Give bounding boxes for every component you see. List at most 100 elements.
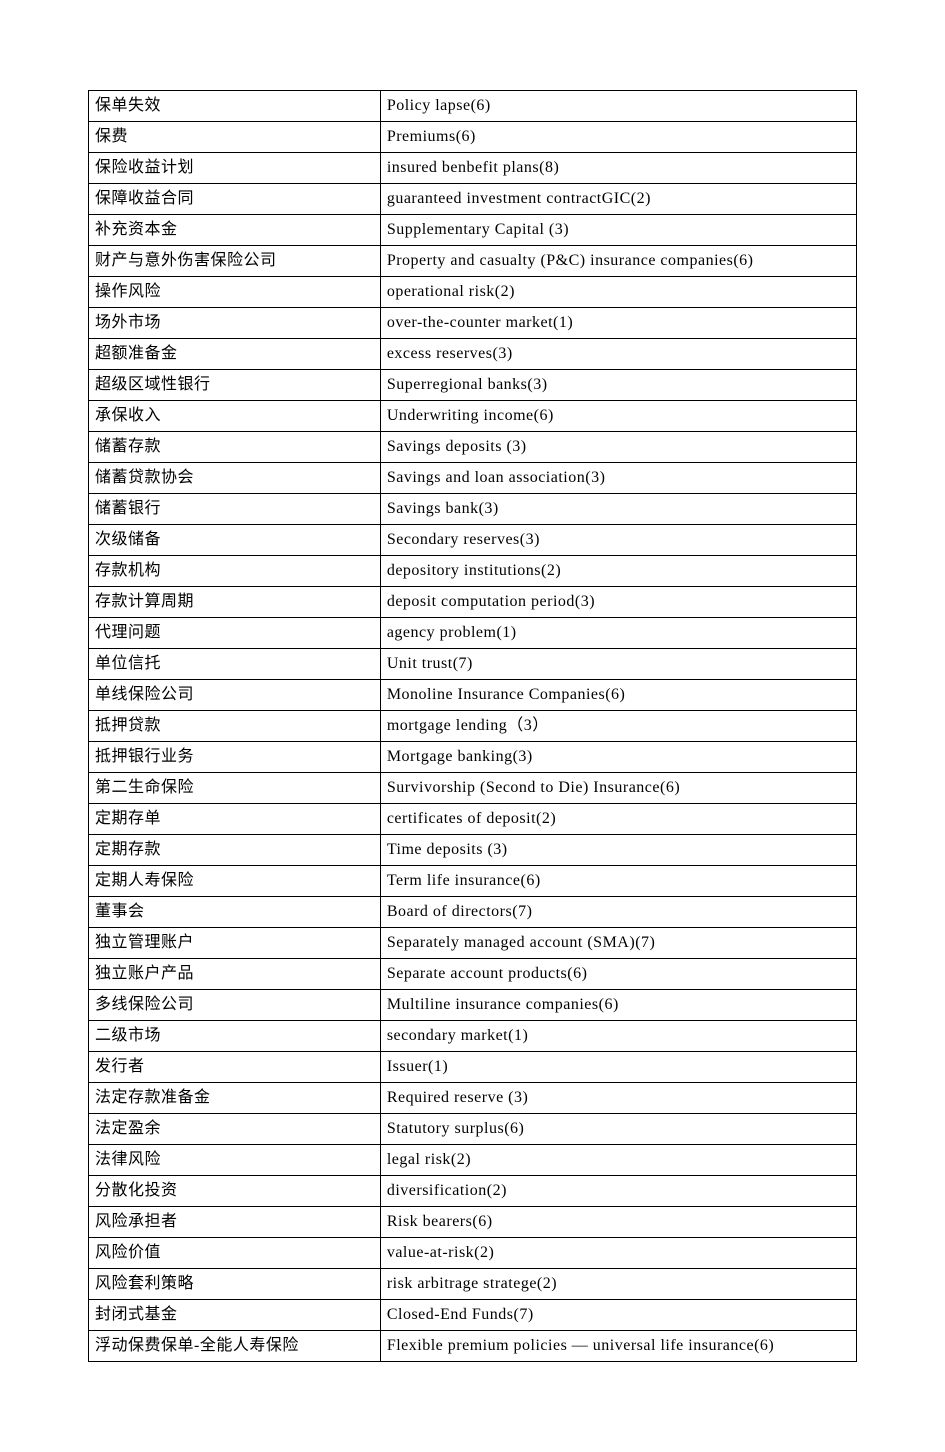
term-en: Supplementary Capital (3)	[380, 215, 856, 246]
table-row: 单位信托Unit trust(7)	[89, 649, 857, 680]
table-row: 法律风险legal risk(2)	[89, 1145, 857, 1176]
term-en: Savings and loan association(3)	[380, 463, 856, 494]
term-en: Underwriting income(6)	[380, 401, 856, 432]
term-zh: 次级储备	[89, 525, 381, 556]
term-en: Survivorship (Second to Die) Insurance(6…	[380, 773, 856, 804]
term-en: over-the-counter market(1)	[380, 308, 856, 339]
table-row: 分散化投资diversification(2)	[89, 1176, 857, 1207]
table-row: 风险承担者Risk bearers(6)	[89, 1207, 857, 1238]
term-en: mortgage lending（3）	[380, 711, 856, 742]
table-row: 代理问题agency problem(1)	[89, 618, 857, 649]
glossary-table: 保单失效Policy lapse(6)保费Premiums(6)保险收益计划in…	[88, 90, 857, 1362]
term-en: Term life insurance(6)	[380, 866, 856, 897]
term-en: Property and casualty (P&C) insurance co…	[380, 246, 856, 277]
term-en: insured benbefit plans(8)	[380, 153, 856, 184]
term-en: Mortgage banking(3)	[380, 742, 856, 773]
term-zh: 超级区域性银行	[89, 370, 381, 401]
term-zh: 承保收入	[89, 401, 381, 432]
term-en: Statutory surplus(6)	[380, 1114, 856, 1145]
table-row: 保险收益计划insured benbefit plans(8)	[89, 153, 857, 184]
term-zh: 超额准备金	[89, 339, 381, 370]
term-zh: 单位信托	[89, 649, 381, 680]
table-row: 单线保险公司Monoline Insurance Companies(6)	[89, 680, 857, 711]
table-row: 操作风险operational risk(2)	[89, 277, 857, 308]
term-zh: 发行者	[89, 1052, 381, 1083]
term-zh: 封闭式基金	[89, 1300, 381, 1331]
table-row: 超级区域性银行Superregional banks(3)	[89, 370, 857, 401]
term-zh: 风险承担者	[89, 1207, 381, 1238]
term-en: Multiline insurance companies(6)	[380, 990, 856, 1021]
term-zh: 操作风险	[89, 277, 381, 308]
term-zh: 法定存款准备金	[89, 1083, 381, 1114]
term-en: excess reserves(3)	[380, 339, 856, 370]
term-en: Time deposits (3)	[380, 835, 856, 866]
term-en: depository institutions(2)	[380, 556, 856, 587]
glossary-table-body: 保单失效Policy lapse(6)保费Premiums(6)保险收益计划in…	[89, 91, 857, 1362]
table-row: 储蓄贷款协会Savings and loan association(3)	[89, 463, 857, 494]
table-row: 保费Premiums(6)	[89, 122, 857, 153]
table-row: 抵押贷款mortgage lending（3）	[89, 711, 857, 742]
table-row: 存款机构depository institutions(2)	[89, 556, 857, 587]
term-en: Unit trust(7)	[380, 649, 856, 680]
table-row: 第二生命保险Survivorship (Second to Die) Insur…	[89, 773, 857, 804]
table-row: 封闭式基金Closed-End Funds(7)	[89, 1300, 857, 1331]
term-zh: 保单失效	[89, 91, 381, 122]
term-zh: 保险收益计划	[89, 153, 381, 184]
term-en: Superregional banks(3)	[380, 370, 856, 401]
term-en: secondary market(1)	[380, 1021, 856, 1052]
term-en: deposit computation period(3)	[380, 587, 856, 618]
table-row: 保障收益合同guaranteed investment contractGIC(…	[89, 184, 857, 215]
term-zh: 单线保险公司	[89, 680, 381, 711]
term-en: operational risk(2)	[380, 277, 856, 308]
term-zh: 董事会	[89, 897, 381, 928]
term-en: Premiums(6)	[380, 122, 856, 153]
term-zh: 补充资本金	[89, 215, 381, 246]
table-row: 超额准备金excess reserves(3)	[89, 339, 857, 370]
table-row: 财产与意外伤害保险公司Property and casualty (P&C) i…	[89, 246, 857, 277]
term-zh: 场外市场	[89, 308, 381, 339]
term-zh: 定期存款	[89, 835, 381, 866]
table-row: 法定盈余Statutory surplus(6)	[89, 1114, 857, 1145]
term-zh: 保费	[89, 122, 381, 153]
term-en: Savings bank(3)	[380, 494, 856, 525]
term-en: value-at-risk(2)	[380, 1238, 856, 1269]
table-row: 定期人寿保险Term life insurance(6)	[89, 866, 857, 897]
term-zh: 储蓄存款	[89, 432, 381, 463]
term-zh: 浮动保费保单-全能人寿保险	[89, 1331, 381, 1362]
term-zh: 独立账户产品	[89, 959, 381, 990]
term-en: Policy lapse(6)	[380, 91, 856, 122]
table-row: 承保收入Underwriting income(6)	[89, 401, 857, 432]
term-zh: 保障收益合同	[89, 184, 381, 215]
table-row: 二级市场secondary market(1)	[89, 1021, 857, 1052]
term-zh: 定期存单	[89, 804, 381, 835]
term-en: Required reserve (3)	[380, 1083, 856, 1114]
term-en: Risk bearers(6)	[380, 1207, 856, 1238]
term-en: legal risk(2)	[380, 1145, 856, 1176]
table-row: 场外市场over-the-counter market(1)	[89, 308, 857, 339]
table-row: 法定存款准备金Required reserve (3)	[89, 1083, 857, 1114]
term-en: Secondary reserves(3)	[380, 525, 856, 556]
term-zh: 第二生命保险	[89, 773, 381, 804]
term-en: Flexible premium policies — universal li…	[380, 1331, 856, 1362]
term-en: Savings deposits (3)	[380, 432, 856, 463]
term-zh: 抵押银行业务	[89, 742, 381, 773]
table-row: 补充资本金Supplementary Capital (3)	[89, 215, 857, 246]
term-zh: 存款计算周期	[89, 587, 381, 618]
table-row: 抵押银行业务Mortgage banking(3)	[89, 742, 857, 773]
table-row: 发行者Issuer(1)	[89, 1052, 857, 1083]
term-zh: 存款机构	[89, 556, 381, 587]
term-zh: 定期人寿保险	[89, 866, 381, 897]
term-zh: 二级市场	[89, 1021, 381, 1052]
term-zh: 法律风险	[89, 1145, 381, 1176]
term-en: Closed-End Funds(7)	[380, 1300, 856, 1331]
term-zh: 储蓄贷款协会	[89, 463, 381, 494]
table-row: 次级储备Secondary reserves(3)	[89, 525, 857, 556]
term-zh: 储蓄银行	[89, 494, 381, 525]
term-zh: 法定盈余	[89, 1114, 381, 1145]
term-zh: 财产与意外伤害保险公司	[89, 246, 381, 277]
term-en: Board of directors(7)	[380, 897, 856, 928]
term-en: diversification(2)	[380, 1176, 856, 1207]
term-en: guaranteed investment contractGIC(2)	[380, 184, 856, 215]
table-row: 多线保险公司Multiline insurance companies(6)	[89, 990, 857, 1021]
table-row: 储蓄存款Savings deposits (3)	[89, 432, 857, 463]
